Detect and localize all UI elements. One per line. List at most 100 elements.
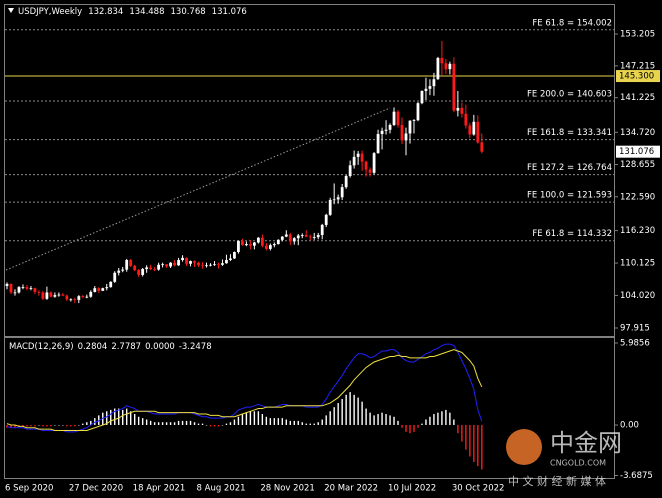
- candle-body: [57, 294, 61, 296]
- candle-body: [404, 133, 408, 141]
- candle-body: [396, 111, 400, 125]
- histogram-bar: [321, 419, 323, 425]
- histogram-bar: [245, 412, 248, 425]
- candle-body: [296, 235, 300, 239]
- histogram-bar: [110, 409, 112, 425]
- histogram-bar: [114, 408, 116, 425]
- candle-body: [388, 124, 392, 130]
- histogram-bar: [10, 424, 12, 428]
- histogram-bar: [465, 424, 467, 450]
- candle-body: [169, 262, 172, 267]
- candle-body: [292, 238, 296, 242]
- candle-body: [101, 288, 105, 291]
- candle-body: [225, 260, 228, 264]
- histogram-bar: [469, 424, 471, 457]
- y-tick-label: 122.590: [620, 192, 655, 202]
- histogram-bar: [417, 424, 419, 428]
- y-tick-label: 5.9856: [620, 338, 650, 348]
- histogram-bar: [82, 423, 84, 425]
- histogram-bar: [205, 424, 208, 426]
- header-value: 132.834: [88, 7, 123, 17]
- histogram-bar: [377, 414, 379, 425]
- histogram-bar: [269, 418, 272, 425]
- candle-body: [237, 240, 240, 253]
- histogram-bar: [381, 412, 383, 425]
- candle-body: [264, 245, 268, 249]
- candle-body: [105, 287, 109, 289]
- histogram-bar: [38, 424, 40, 426]
- macd-header-value: -3.2478: [179, 342, 212, 352]
- y-tick-label: 134.720: [620, 128, 655, 138]
- fib-level-label: FE 100.0 = 121.593: [527, 191, 612, 201]
- histogram-bar: [217, 424, 220, 427]
- histogram-bar: [329, 411, 331, 425]
- candle-body: [189, 261, 192, 264]
- candle-body: [320, 224, 324, 236]
- candle-body: [476, 121, 480, 143]
- candle-body: [468, 125, 472, 135]
- histogram-bar: [141, 418, 144, 425]
- candle-body: [81, 296, 85, 297]
- macd-header-value: MACD(12,26,9): [9, 342, 74, 352]
- histogram-bar: [74, 424, 76, 427]
- histogram-bar: [349, 392, 351, 425]
- candle-body: [153, 269, 157, 270]
- histogram-bar: [393, 416, 395, 425]
- histogram-bar: [297, 420, 299, 425]
- candle-body: [352, 156, 356, 166]
- header-value: USDJPY,Weekly: [18, 7, 82, 17]
- histogram-bar: [461, 424, 463, 442]
- histogram-bar: [201, 423, 204, 425]
- macd-line: [6, 343, 483, 433]
- x-tick-label: 8 Aug 2021: [197, 484, 246, 494]
- y-tick-label: 110.125: [620, 259, 655, 269]
- histogram-bar: [30, 424, 32, 427]
- candle-body: [129, 260, 133, 266]
- histogram-bar: [58, 424, 60, 426]
- histogram-bar: [453, 419, 455, 425]
- fib-level-label: FE 161.8 = 133.341: [527, 128, 612, 138]
- candle-body: [37, 291, 41, 293]
- histogram-bar: [237, 416, 240, 425]
- x-tick-label: 20 Mar 2022: [324, 484, 378, 494]
- histogram-bar: [249, 411, 252, 425]
- histogram-bar: [145, 419, 148, 425]
- candle-body: [193, 261, 196, 263]
- candle-body: [185, 257, 188, 264]
- candle-body: [89, 291, 93, 297]
- histogram-bar: [193, 422, 196, 425]
- candle-body: [432, 79, 436, 87]
- candle-body: [248, 244, 252, 246]
- x-tick-label: 28 Nov 2021: [260, 484, 314, 494]
- price-panel-frame: [4, 4, 615, 337]
- candle-body: [328, 199, 332, 215]
- histogram-bar: [437, 412, 439, 425]
- candle-body: [25, 287, 29, 289]
- histogram-bar: [209, 424, 212, 427]
- histogram-bar: [309, 423, 311, 425]
- candle-body: [157, 264, 161, 270]
- candle-body: [444, 63, 448, 70]
- macd-panel-frame: [4, 337, 615, 479]
- histogram-bar: [50, 424, 52, 427]
- candle-body: [149, 267, 153, 270]
- histogram-bar: [477, 424, 479, 467]
- y-tick-label: 147.215: [620, 61, 655, 71]
- macd-line: [6, 349, 483, 431]
- histogram-bar: [409, 424, 411, 434]
- histogram-bar: [421, 423, 423, 425]
- histogram-bar: [441, 411, 443, 425]
- histogram-bar: [357, 397, 359, 425]
- histogram-bar: [22, 424, 24, 427]
- candle-body: [416, 103, 420, 121]
- histogram-bar: [313, 423, 315, 425]
- histogram-bar: [401, 424, 403, 428]
- histogram-bar: [413, 424, 415, 432]
- x-tick-label: 6 Sep 2020: [5, 484, 53, 494]
- histogram-bar: [241, 414, 244, 425]
- candle-body: [5, 283, 9, 287]
- candle-body: [452, 63, 456, 111]
- histogram-bar: [265, 416, 268, 425]
- histogram-bar: [161, 422, 164, 425]
- y-tick-label: 128.655: [620, 160, 655, 170]
